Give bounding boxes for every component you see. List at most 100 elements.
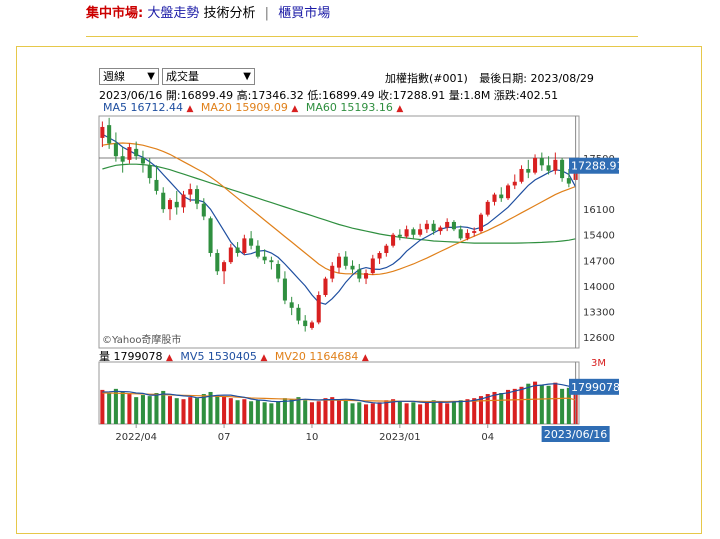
up-arrow-icon: ▲ xyxy=(186,104,194,114)
nav-link-market-trend[interactable]: 大盤走勢 xyxy=(147,6,200,21)
volume-bar xyxy=(255,400,260,424)
volume-bar xyxy=(309,402,314,424)
volume-bar xyxy=(235,400,240,424)
candle-body xyxy=(499,194,504,199)
mv20-value: MV20 1164684 xyxy=(274,350,359,363)
volume-bar xyxy=(445,403,450,424)
last-price-badge xyxy=(569,157,619,174)
candle-body xyxy=(539,158,544,166)
volume-bar xyxy=(161,390,166,424)
ohlc-date: 2023/06/16 xyxy=(99,89,163,102)
volume-bar xyxy=(418,404,423,424)
candle-body xyxy=(465,232,470,239)
candle-body xyxy=(391,234,396,246)
nav-link-otc-market[interactable]: 櫃買市場 xyxy=(278,6,331,21)
volume-bar xyxy=(478,396,483,424)
candle-body xyxy=(242,238,247,254)
volume-bar xyxy=(539,384,544,424)
volume-bar xyxy=(208,391,213,424)
candle-body xyxy=(512,181,517,186)
candle-body xyxy=(424,223,429,230)
volume-bar xyxy=(533,381,538,424)
volume-bar xyxy=(553,382,558,424)
volume-bar xyxy=(438,402,443,424)
x-tick-label: 04 xyxy=(481,432,494,443)
volume-bar xyxy=(147,396,152,424)
cursor-date-label: 2023/06/16 xyxy=(544,428,607,441)
volume-bar xyxy=(370,403,375,424)
volume-bar xyxy=(249,401,254,424)
ma60-value: MA60 15193.16 xyxy=(305,101,393,114)
ma-readout: MA5 16712.44 ▲ MA20 15909.09 ▲ MA60 1519… xyxy=(103,101,403,114)
candle-body xyxy=(228,247,233,263)
volume-bar xyxy=(100,389,105,424)
price-tick-label: 16100 xyxy=(583,205,615,216)
price-tick-label: 14700 xyxy=(583,256,615,267)
candle-body xyxy=(404,229,409,237)
candle-body xyxy=(181,194,186,208)
volume-bar xyxy=(242,399,247,424)
candle-body xyxy=(451,221,456,230)
last-volume-badge xyxy=(569,378,619,395)
volume-bar xyxy=(154,393,159,424)
volume-bar xyxy=(167,396,173,424)
volume-bar xyxy=(134,397,139,424)
market-nav: 集中市場: 大盤走勢 技術分析 | 櫃買市場 xyxy=(86,2,330,21)
volume-bar xyxy=(262,402,267,424)
volume-bar xyxy=(107,393,112,424)
period-select[interactable]: 週線 ▼ xyxy=(99,68,159,85)
ma60-line xyxy=(102,163,576,244)
mv5-line xyxy=(102,383,577,404)
candle-body xyxy=(546,165,551,171)
nav-link-technical-analysis[interactable]: 技術分析 xyxy=(203,6,256,21)
ma20-value: MA20 15909.09 xyxy=(200,101,288,114)
candle-body xyxy=(397,234,402,237)
nav-separator: | xyxy=(264,6,270,21)
candle-body xyxy=(140,158,145,164)
candle-body xyxy=(303,320,308,327)
mv5-value: MV5 1530405 xyxy=(180,350,257,363)
candle-body xyxy=(147,165,152,179)
candle-body xyxy=(418,229,423,235)
candle-body xyxy=(377,253,382,259)
volume-bar xyxy=(492,391,497,424)
candle-body xyxy=(384,245,389,254)
candle-body xyxy=(269,260,274,263)
candle-body xyxy=(309,322,314,328)
volume-bar xyxy=(377,402,382,424)
volume-bar xyxy=(336,399,342,424)
volume-bar xyxy=(215,395,220,424)
volume-bar xyxy=(174,398,179,424)
volume-bar xyxy=(113,388,118,424)
price-tick-label: 13300 xyxy=(583,307,615,318)
candle-body xyxy=(357,269,362,279)
candle-body xyxy=(201,203,206,217)
nav-market-title: 集中市場: xyxy=(86,6,144,21)
candle-body xyxy=(485,201,490,215)
volume-bar xyxy=(526,383,531,424)
candle-body xyxy=(323,278,328,296)
candle-body xyxy=(235,247,240,254)
candle-body xyxy=(282,278,287,301)
volume-bar xyxy=(472,398,477,424)
volume-bar xyxy=(519,386,524,424)
chevron-down-icon: ▼ xyxy=(147,71,155,82)
volume-bar xyxy=(316,401,321,424)
candle-body xyxy=(188,189,193,195)
last-date: 最後日期: 2023/08/29 xyxy=(479,72,594,85)
volume-bar xyxy=(181,399,186,424)
indicator-select[interactable]: 成交量 ▼ xyxy=(162,68,255,85)
ma5-value: MA5 16712.44 xyxy=(103,101,183,114)
candle-body xyxy=(364,273,369,279)
up-arrow-icon: ▲ xyxy=(396,104,404,114)
candle-body xyxy=(167,200,173,210)
price-tick-label: 15400 xyxy=(583,231,615,242)
volume-bar xyxy=(512,388,517,424)
candle-body xyxy=(134,148,139,157)
volume-bar xyxy=(357,402,362,424)
ma5-line xyxy=(102,133,577,305)
volume-bar xyxy=(282,398,287,424)
candle-body xyxy=(533,158,538,173)
chevron-down-icon: ▼ xyxy=(243,71,251,82)
